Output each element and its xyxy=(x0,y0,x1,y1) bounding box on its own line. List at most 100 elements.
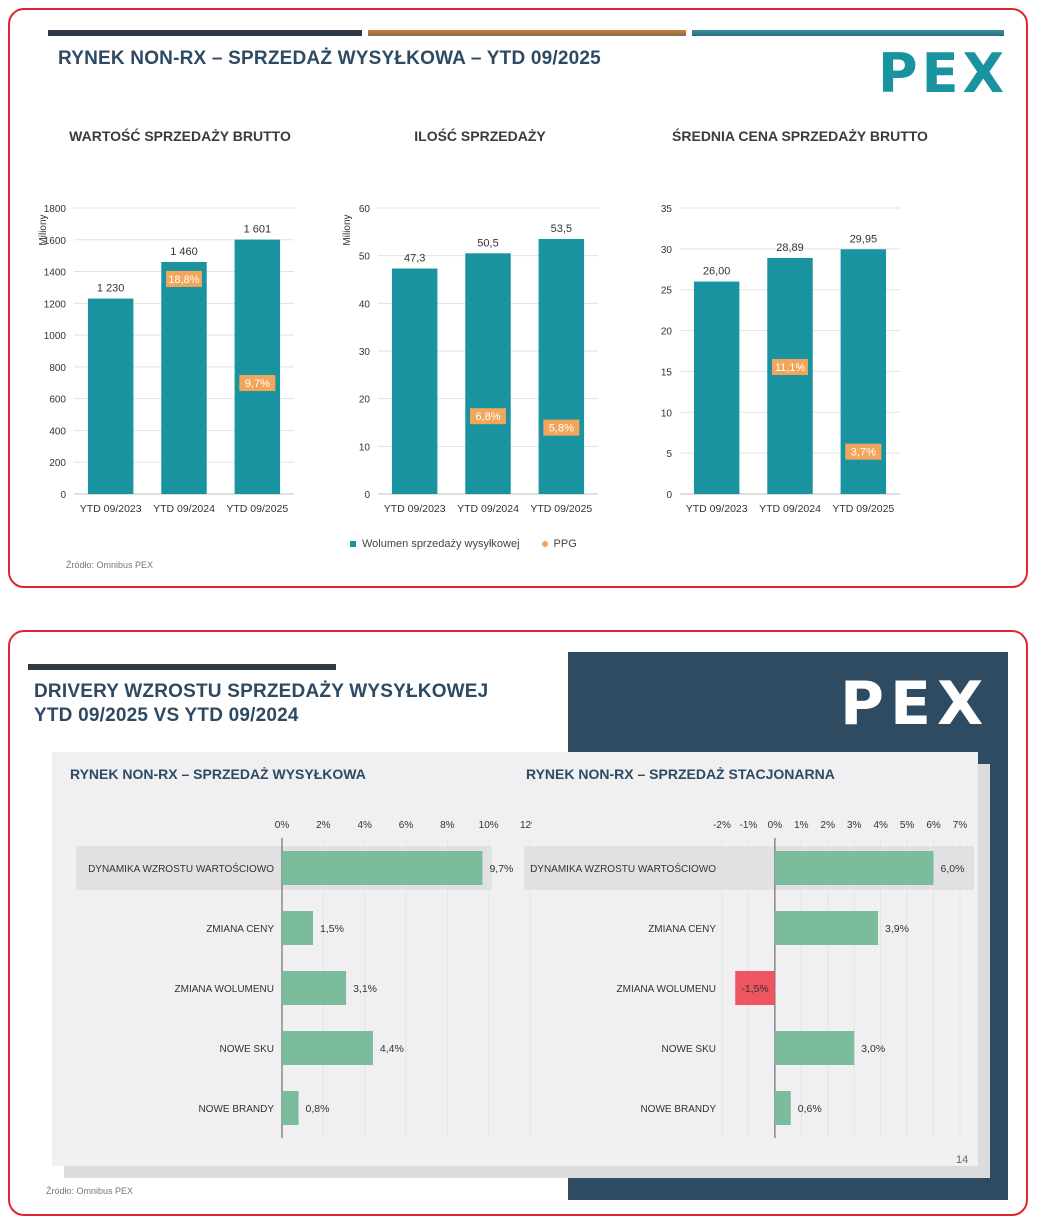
slide2-title-line1: DRIVERY WZROSTU SPRZEDAŻY WYSYŁKOWEJ xyxy=(34,681,489,702)
c2-ytick-label: 50 xyxy=(359,252,371,263)
c3-value-label: 26,00 xyxy=(703,266,731,278)
c3-ppg-label: 3,7% xyxy=(851,447,876,459)
d2-bar xyxy=(774,911,879,945)
slide2-title: DRIVERY WZROSTU SPRZEDAŻY WYSYŁKOWEJ YTD… xyxy=(34,680,488,728)
d2-bar xyxy=(774,1091,791,1125)
c3-ytick-label: 25 xyxy=(661,286,673,297)
c1-category-label: YTD 09/2023 xyxy=(80,503,142,515)
chart-sales-value: 0 200 400 600 800 1000 1200 1400 1600 1800Miliony… xyxy=(38,204,294,515)
c1-ytick-label: 600 xyxy=(49,395,66,406)
c1-category-label: YTD 09/2025 xyxy=(226,503,288,515)
chart2-title: ILOŚĆ SPRZEDAŻY xyxy=(414,128,546,144)
d2-value-label: 3,9% xyxy=(885,923,909,935)
c2-bar xyxy=(391,268,438,494)
chart-avg-price: 0 5 10 15 20 25 30 35 26,00 YTD 09/2023 28,89 YTD 0… xyxy=(661,204,900,515)
page-number: 14 xyxy=(956,1154,969,1166)
c3-ppg-marker xyxy=(772,359,808,376)
d1-value-label: 3,1% xyxy=(353,983,377,995)
d1-category-label: NOWE SKU xyxy=(220,1044,274,1055)
c2-ppg-marker xyxy=(543,419,580,436)
d2-category-label: ZMIANA WOLUMENU xyxy=(617,984,716,995)
chart3-title: ŚREDNIA CENA SPRZEDAŻY BRUTTO xyxy=(672,128,928,144)
pex-logo-icon: PEX xyxy=(878,42,1004,105)
d2-xtick-label: -1% xyxy=(740,820,758,831)
header-bar xyxy=(28,664,336,670)
d2-value-label: 6,0% xyxy=(941,863,965,875)
c2-ppg-label: 6,8% xyxy=(475,411,500,423)
c1-bar xyxy=(161,262,207,494)
legend: Wolumen sprzedaży wysyłkowej PPG xyxy=(350,538,577,550)
c1-ytick-label: 1200 xyxy=(44,299,67,310)
c3-ytick-label: 10 xyxy=(661,408,673,419)
c2-ytick-label: 30 xyxy=(359,347,371,358)
c1-bar xyxy=(234,239,281,494)
c1-ytick-label: 1800 xyxy=(44,204,67,215)
c2-value-label: 47,3 xyxy=(404,253,425,265)
d2-category-label: DYNAMIKA WZROSTU WARTOŚCIOWO xyxy=(530,862,716,875)
c3-ppg-marker xyxy=(845,443,882,460)
c3-value-label: 28,89 xyxy=(776,242,804,254)
d1-xtick-label: 4% xyxy=(357,820,372,831)
slide-top: RYNEK NON-RX – SPRZEDAŻ WYSYŁKOWA – YTD … xyxy=(8,8,1028,588)
d1-bar xyxy=(282,911,313,945)
d2-xtick-label: 3% xyxy=(847,820,862,831)
d2-xtick-label: 2% xyxy=(821,820,836,831)
c1-y-axis-label: Miliony xyxy=(38,214,49,245)
d1-category-label: NOWE BRANDY xyxy=(198,1104,274,1115)
c1-ytick-label: 1600 xyxy=(44,236,67,247)
pex-logo-text: PEX xyxy=(878,44,1004,96)
c2-value-label: 50,5 xyxy=(477,237,498,249)
d2-value-label: -1,5% xyxy=(741,983,768,995)
d1-value-label: 9,7% xyxy=(489,863,513,875)
driver-panel xyxy=(52,752,978,1166)
d1-category-label: ZMIANA WOLUMENU xyxy=(175,984,274,995)
d2-value-label: 3,0% xyxy=(861,1043,885,1055)
d2-bar xyxy=(735,971,775,1005)
c2-ytick-label: 60 xyxy=(359,204,371,215)
d1-value-label: 1,5% xyxy=(320,923,344,935)
legend-ppg-label: PPG xyxy=(553,538,577,550)
c3-ytick-label: 20 xyxy=(661,327,673,338)
d2-category-label: NOWE BRANDY xyxy=(640,1104,716,1115)
c2-category-label: YTD 09/2024 xyxy=(457,503,519,515)
c2-y-axis-label: Miliony xyxy=(342,214,353,245)
d2-xtick-label: 1% xyxy=(794,820,809,831)
d1-value-label: 4,4% xyxy=(380,1043,404,1055)
c2-ytick-label: 20 xyxy=(359,395,371,406)
c3-category-label: YTD 09/2023 xyxy=(686,503,748,515)
c1-bar xyxy=(87,298,134,494)
d2-xtick-label: 6% xyxy=(926,820,941,831)
legend-volume: Wolumen sprzedaży wysyłkowej xyxy=(350,538,520,550)
d2-xtick-label: 0% xyxy=(768,820,783,831)
c2-ytick-label: 10 xyxy=(359,442,371,453)
d1-value-label: 0,8% xyxy=(306,1103,330,1115)
d2-xtick-label: 5% xyxy=(900,820,915,831)
c1-category-label: YTD 09/2024 xyxy=(153,503,215,515)
d2-category-label: NOWE SKU xyxy=(662,1044,716,1055)
d1-bar xyxy=(282,1091,299,1125)
legend-ppg: PPG xyxy=(541,538,577,550)
c2-bar xyxy=(538,238,585,494)
c2-ppg-marker xyxy=(470,408,506,425)
c2-category-label: YTD 09/2023 xyxy=(384,503,446,515)
c1-value-label: 1 601 xyxy=(244,224,272,236)
c1-ytick-label: 400 xyxy=(49,426,66,437)
legend-volume-swatch xyxy=(350,541,356,548)
c2-value-label: 53,5 xyxy=(551,223,572,235)
pex-logo: PEX xyxy=(878,42,1004,105)
c2-bar xyxy=(465,253,511,494)
source-note: Źródło: Omnibus PEX xyxy=(66,560,154,570)
pex-logo-white: PEX xyxy=(840,669,990,739)
c3-bar xyxy=(693,281,740,494)
d2-xtick-label: 7% xyxy=(953,820,968,831)
d2-xtick-label: -2% xyxy=(713,820,731,831)
d1-category-label: ZMIANA CENY xyxy=(206,924,274,935)
c1-ppg-label: 9,7% xyxy=(245,378,270,390)
c1-value-label: 1 460 xyxy=(170,246,198,258)
d1-xtick-label: 2% xyxy=(316,820,331,831)
c2-category-label: YTD 09/2025 xyxy=(530,503,592,515)
d2-category-label: ZMIANA CENY xyxy=(648,924,716,935)
stationary-title: RYNEK NON-RX – SPRZEDAŻ STACJONARNA xyxy=(526,766,835,782)
c3-ytick-label: 0 xyxy=(666,490,672,501)
c3-ppg-label: 11,1% xyxy=(775,362,806,374)
